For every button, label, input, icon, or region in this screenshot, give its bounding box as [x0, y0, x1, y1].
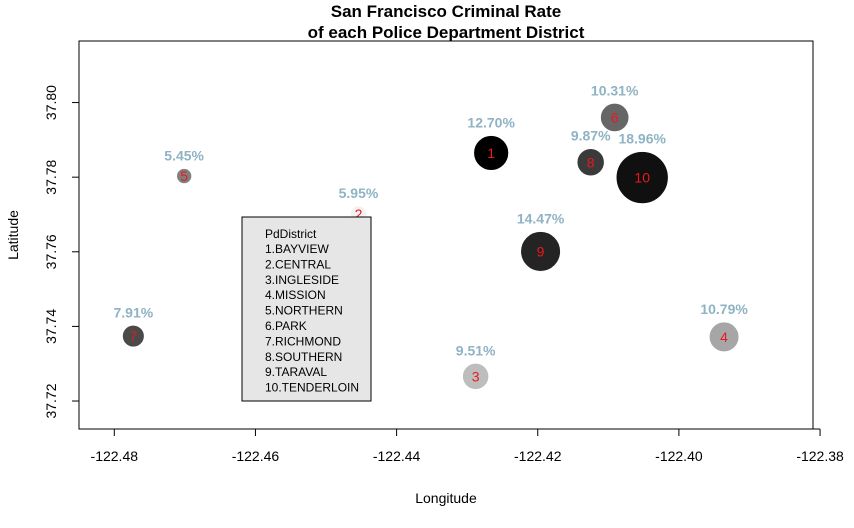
plot-frame — [78, 40, 814, 430]
x-tick-label: -122.48 — [91, 448, 139, 464]
data-points: 1 12.70% 2 5.95% 3 9.51% 4 10.79% 5 5.45% 6 10.31% 7… — [113, 82, 748, 390]
y-tick-label: 37.74 — [43, 309, 59, 344]
x-axis: -122.48 -122.46 -122.44 -122.42 -122.40 -122.… — [91, 428, 844, 464]
x-tick-label: -122.38 — [796, 448, 844, 464]
crime-rate-label: 5.95% — [339, 185, 379, 201]
legend-entry: 2.CENTRAL — [265, 257, 331, 271]
district-bubble — [122, 324, 145, 348]
legend-box — [241, 216, 372, 402]
crime-rate-label: 14.47% — [517, 211, 565, 227]
chart-title-line1: San Francisco Criminal Rate — [331, 2, 562, 21]
legend-entry: 6.PARK — [265, 319, 307, 333]
crime-rate-label: 12.70% — [467, 115, 515, 131]
legend-entry: 7.RICHMOND — [265, 334, 341, 348]
district-bubble — [576, 148, 605, 177]
legend-entry: 10.TENDERLOIN — [265, 381, 359, 395]
district-number-label: 5 — [180, 168, 188, 184]
y-tick-label: 37.72 — [43, 383, 59, 418]
crime-rate-label: 9.51% — [456, 342, 496, 358]
district-number-label: 6 — [611, 109, 619, 125]
legend-entry: 3.INGLESIDE — [265, 273, 339, 287]
x-tick-label: -122.46 — [232, 448, 280, 464]
district-bubble — [520, 231, 561, 272]
y-axis-label: Latitude — [5, 210, 21, 260]
district-bubble — [615, 151, 669, 204]
legend-entry: 4.MISSION — [265, 288, 326, 302]
y-axis: 37.72 37.74 37.76 37.78 37.80 — [43, 85, 80, 419]
district-number-label: 8 — [587, 154, 595, 170]
district-number-label: 9 — [537, 243, 545, 259]
crime-rate-label: 10.79% — [700, 301, 748, 317]
y-tick-label: 37.80 — [43, 85, 59, 120]
district-number-label: 10 — [634, 170, 650, 186]
district-bubble — [473, 135, 509, 171]
district-bubble — [708, 321, 740, 352]
district-number-label: 7 — [129, 328, 137, 344]
legend-entry: 1.BAYVIEW — [265, 242, 329, 256]
legend-entry: 8.SOUTHERN — [265, 350, 342, 364]
crime-rate-label: 9.87% — [571, 128, 611, 144]
legend-title: PdDistrict — [265, 227, 317, 241]
x-axis-label: Longitude — [415, 490, 477, 506]
x-tick-label: -122.42 — [514, 448, 562, 464]
district-number-label: 1 — [487, 145, 495, 161]
legend-entry: 9.TARAVAL — [265, 365, 327, 379]
legend-entry: 5.NORTHERN — [265, 304, 343, 318]
x-tick-label: -122.44 — [373, 448, 421, 464]
district-number-label: 2 — [355, 206, 363, 222]
district-bubble — [462, 363, 489, 390]
chart-title-line2: of each Police Department District — [308, 23, 585, 42]
x-tick-label: -122.40 — [655, 448, 703, 464]
crime-rate-label: 10.31% — [591, 82, 639, 98]
district-number-label: 3 — [472, 368, 480, 384]
district-bubble — [600, 103, 630, 132]
crime-rate-label: 5.45% — [164, 148, 204, 164]
crime-rate-label: 18.96% — [618, 131, 666, 147]
crime-rate-label: 7.91% — [113, 304, 153, 320]
district-bubble — [176, 168, 192, 184]
district-number-label: 4 — [720, 329, 728, 345]
y-tick-label: 37.76 — [43, 234, 59, 269]
y-tick-label: 37.78 — [43, 159, 59, 194]
